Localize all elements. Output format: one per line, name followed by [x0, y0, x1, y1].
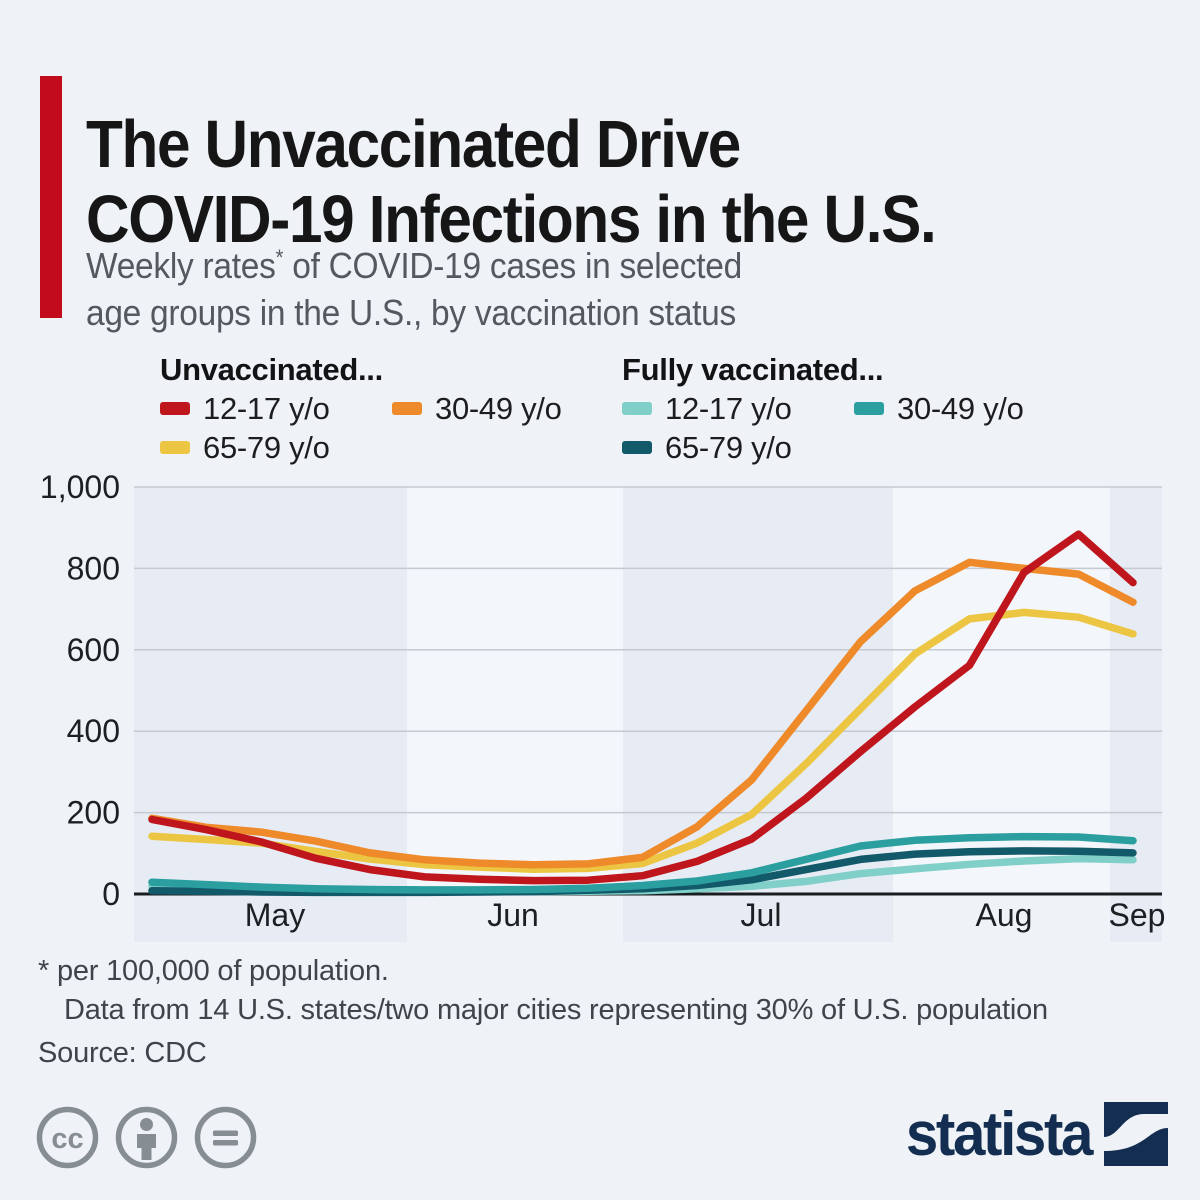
line-unvacc-65-79 — [148, 608, 1137, 873]
swatch-unvacc-65-79 — [160, 441, 190, 454]
legend-label: 65-79 y/o — [203, 429, 330, 465]
legend-item-vacc-12-17: 12-17 y/o — [622, 391, 854, 427]
statista-wordmark: statista — [905, 1100, 1094, 1169]
legend-header-unvaccinated: Unvaccinated... — [160, 351, 383, 387]
legend-item-vacc-65-79: 65-79 y/o — [622, 430, 854, 466]
y-tick-label: 200 — [67, 795, 120, 831]
subtitle-line-1a: Weekly rates — [86, 245, 276, 286]
swatch-vacc-65-79 — [622, 441, 652, 454]
footnotes: * per 100,000 of population. Data from 1… — [38, 952, 1048, 1073]
line-unvacc-30-49 — [148, 558, 1137, 869]
y-tick-label: 600 — [67, 632, 120, 668]
attribution-icon[interactable] — [115, 1106, 178, 1169]
statista-logo-mark — [1104, 1102, 1168, 1166]
band-sep — [1110, 487, 1162, 942]
legend-label: 30-49 y/o — [435, 390, 562, 426]
band-may — [134, 487, 407, 942]
no-derivatives-icon[interactable] — [194, 1106, 257, 1169]
legend-item-vacc-30-49: 30-49 y/o — [854, 391, 1082, 427]
title-line-2: COVID-19 Infections in the U.S. — [86, 181, 937, 257]
x-tick-label-may: May — [245, 897, 305, 933]
swatch-unvacc-12-17 — [160, 402, 190, 415]
legend-label: 12-17 y/o — [665, 390, 792, 426]
footnote-line-2: Data from 14 U.S. states/two major citie… — [64, 994, 1048, 1026]
y-tick-label: 800 — [67, 550, 120, 586]
x-tick-label-sep: Sep — [1109, 897, 1166, 933]
x-tick-label-jul: Jul — [741, 897, 782, 933]
cc-icon[interactable]: cc — [36, 1106, 99, 1169]
x-tick-label-aug: Aug — [976, 897, 1033, 933]
x-tick-label-jun: Jun — [487, 897, 539, 933]
y-axis-labels: 0 200 400 600 800 1,000 — [40, 469, 120, 912]
page-subtitle: Weekly rates* of COVID-19 cases in selec… — [86, 234, 742, 336]
legend-item-unvacc-12-17: 12-17 y/o — [160, 391, 392, 427]
page-title: The Unvaccinated Drive COVID-19 Infection… — [86, 106, 937, 257]
title-line-1: The Unvaccinated Drive — [86, 106, 741, 182]
footnote-line-1: * per 100,000 of population. — [38, 955, 389, 987]
cc-license-badges[interactable]: cc — [36, 1106, 257, 1169]
y-tick-label: 1,000 — [40, 469, 120, 505]
legend-header-vaccinated: Fully vaccinated... — [622, 351, 884, 387]
legend-group-vaccinated: Fully vaccinated... 12-17 y/o 30-49 y/o … — [622, 350, 1082, 467]
source-line: Source: CDC — [38, 1037, 207, 1069]
statista-logo[interactable]: statista — [894, 1102, 1168, 1166]
subtitle-line-2: age groups in the U.S., by vaccination s… — [86, 292, 736, 333]
chart-legend: Unvaccinated... 12-17 y/o 30-49 y/o 65-7… — [160, 350, 1082, 467]
legend-group-unvaccinated: Unvaccinated... 12-17 y/o 30-49 y/o 65-7… — [160, 350, 622, 467]
line-vacc-30-49 — [148, 832, 1137, 894]
swatch-vacc-12-17 — [622, 402, 652, 415]
y-tick-label: 400 — [67, 713, 120, 749]
legend-item-unvacc-30-49: 30-49 y/o — [392, 391, 622, 427]
legend-label: 12-17 y/o — [203, 390, 330, 426]
asterisk-superscript: * — [275, 245, 284, 270]
accent-bar — [40, 76, 62, 318]
subtitle-line-1b: of COVID-19 cases in selected — [283, 245, 742, 286]
y-tick-label: 0 — [102, 876, 120, 912]
series-lines — [148, 530, 1137, 897]
swatch-unvacc-30-49 — [392, 402, 422, 415]
legend-label: 30-49 y/o — [897, 390, 1024, 426]
legend-item-unvacc-65-79: 65-79 y/o — [160, 430, 392, 466]
legend-label: 65-79 y/o — [665, 429, 792, 465]
x-axis-labels: May Jun Jul Aug Sep — [245, 897, 1166, 933]
swatch-vacc-30-49 — [854, 402, 884, 415]
line-chart: 0 200 400 600 800 1,000 May Jun Jul Aug Sep — [40, 469, 1166, 942]
svg-text:cc: cc — [51, 1123, 83, 1155]
line-unvacc-12-17 — [148, 530, 1137, 885]
